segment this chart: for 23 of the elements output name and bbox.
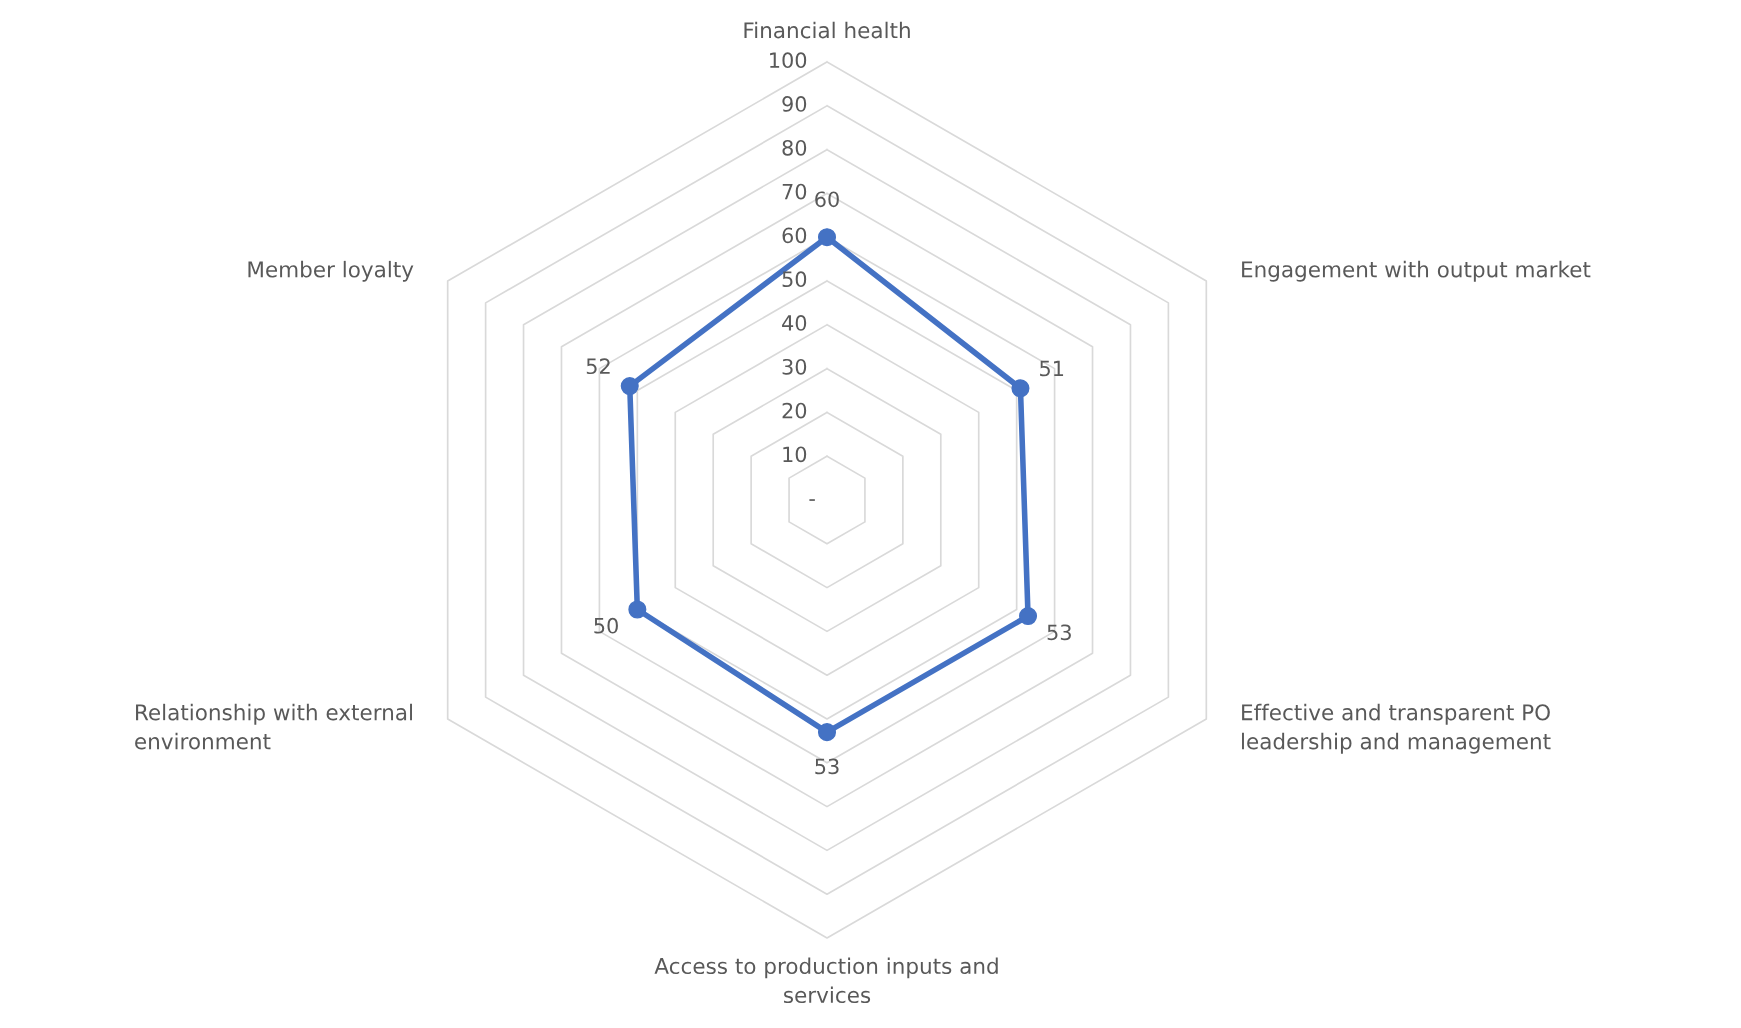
y-tick-label: 60 <box>782 227 807 244</box>
y-tick-label: 80 <box>782 139 807 156</box>
data-label: 52 <box>586 358 610 375</box>
data-label: 53 <box>815 758 839 775</box>
spoke-label: Relationship with external environment <box>135 703 412 750</box>
y-tick-label: 70 <box>782 183 807 200</box>
y-tick-label: 20 <box>782 402 807 419</box>
y-tick-label: 10 <box>783 446 807 463</box>
spoke-label: Member loyalty <box>248 260 414 282</box>
spoke-label: Access to production inputs and services <box>654 957 998 1004</box>
y-tick-label: 50 <box>782 271 807 288</box>
data-label: 50 <box>594 617 618 634</box>
spoke-label: Engagement with output market <box>1242 260 1591 282</box>
spoke-label: Effective and transparent PO leadership and management <box>1242 703 1551 754</box>
data-label: 51 <box>1040 360 1064 377</box>
y-tick-label: 40 <box>782 315 807 331</box>
data-label: 60 <box>815 191 839 208</box>
y-tick-label: 30 <box>782 358 807 375</box>
y-tick-label: 100 <box>770 52 807 69</box>
spoke-label: Financial health <box>744 21 910 39</box>
data-label: 53 <box>1047 624 1071 641</box>
y-tick-label: 90 <box>782 96 807 112</box>
y-tick-label: - <box>809 499 815 501</box>
